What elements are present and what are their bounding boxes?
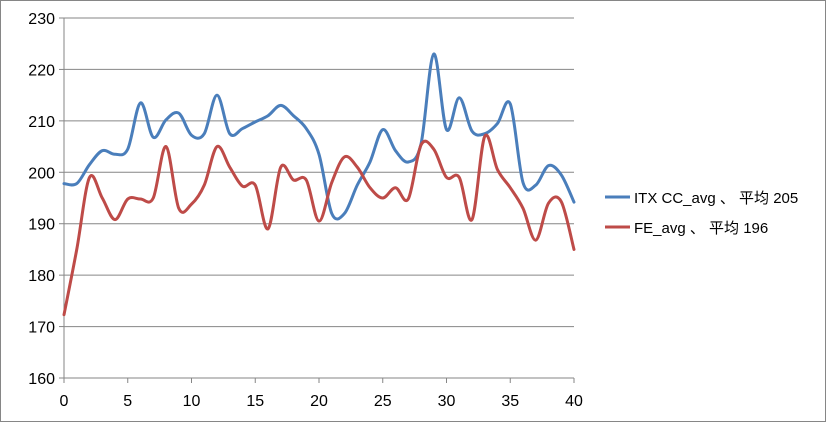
axes [59, 17, 575, 383]
x-tick-label: 35 [501, 393, 519, 410]
y-tick-label: 190 [28, 217, 55, 234]
x-tick-label: 30 [438, 393, 456, 410]
series-line-1 [62, 52, 576, 221]
legend-label-1: ITX CC_avg 、 平均 205 [634, 190, 798, 207]
legend: ITX CC_avg 、 平均 205 FE_avg 、 平均 196 [605, 190, 798, 237]
y-tick-label: 220 [28, 62, 55, 79]
series-line-2 [62, 133, 576, 317]
x-tick-label: 20 [310, 393, 328, 410]
x-tick-label: 25 [374, 393, 392, 410]
x-tick-label: 0 [60, 393, 69, 410]
y-tick-label: 160 [28, 371, 55, 388]
tick-labels: 160 170 180 190 200 210 220 230 0 5 10 15 20 25 30 35 40 [28, 11, 583, 410]
y-tick-label: 180 [28, 268, 55, 285]
legend-label-2: FE_avg 、 平均 196 [634, 220, 768, 237]
x-tick-label: 5 [123, 393, 132, 410]
y-tick-label: 210 [28, 114, 55, 131]
x-tick-label: 10 [183, 393, 201, 410]
x-tick-label: 40 [565, 393, 583, 410]
series-lines [62, 52, 576, 317]
y-tick-label: 170 [28, 320, 55, 337]
y-tick-label: 200 [28, 165, 55, 182]
y-tick-label: 230 [28, 11, 55, 28]
x-tick-label: 15 [246, 393, 264, 410]
